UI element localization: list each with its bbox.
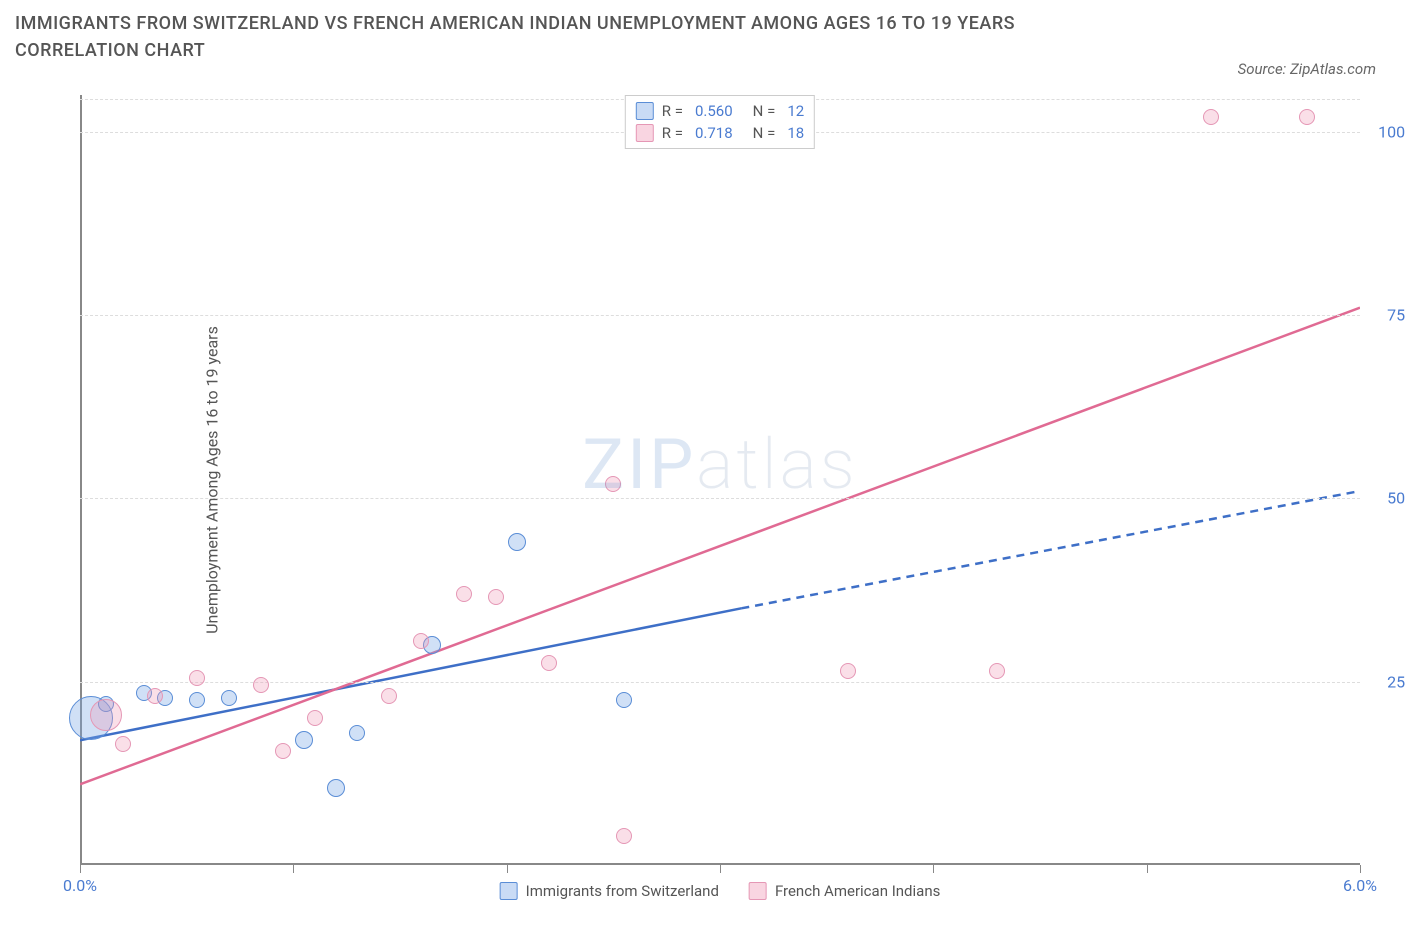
legend-series-item: Immigrants from Switzerland — [500, 882, 719, 900]
x-tick — [293, 865, 294, 873]
y-tick-label: 75.0% — [1370, 306, 1406, 325]
data-point[interactable] — [488, 589, 504, 605]
data-point[interactable] — [541, 655, 557, 671]
data-point[interactable] — [147, 688, 163, 704]
source-attribution: Source: ZipAtlas.com — [1238, 60, 1376, 78]
trend-lines — [80, 95, 1360, 865]
x-tick — [720, 865, 721, 873]
gridline-h — [80, 682, 1360, 683]
legend-n-value: 18 — [787, 124, 804, 142]
plot-area: ZIPatlas R =0.560N =12R =0.718N =18 Immi… — [80, 95, 1360, 865]
y-tick-label: 25.0% — [1370, 672, 1406, 691]
chart-title: IMMIGRANTS FROM SWITZERLAND VS FRENCH AM… — [15, 10, 1115, 64]
legend-series-label: Immigrants from Switzerland — [526, 882, 719, 900]
x-tick — [933, 865, 934, 873]
chart-container: Unemployment Among Ages 16 to 19 years Z… — [50, 95, 1370, 865]
trend-line-dashed — [741, 491, 1360, 608]
gridline-h — [80, 315, 1360, 316]
data-point[interactable] — [616, 692, 632, 708]
legend-stats-row: R = 0.718 N = 18 — [636, 122, 804, 144]
data-point[interactable] — [840, 663, 856, 679]
legend-r-label: R = — [662, 124, 683, 142]
legend-n-value: 12 — [787, 102, 804, 120]
x-tick — [507, 865, 508, 873]
data-point[interactable] — [349, 725, 365, 741]
x-tick-label: 6.0% — [1343, 876, 1377, 895]
x-tick — [1360, 865, 1361, 873]
legend-r-value: 0.560 — [695, 102, 733, 120]
legend-series: Immigrants from Switzerland French Americ… — [500, 882, 941, 900]
legend-stats: R = 0.560 N = 12 R = 0.718 N = 18 — [625, 95, 815, 149]
legend-swatch — [500, 882, 518, 900]
gridline-h — [80, 498, 1360, 499]
legend-swatch — [749, 882, 767, 900]
data-point[interactable] — [616, 828, 632, 844]
y-tick-label: 50.0% — [1370, 489, 1406, 508]
legend-r-label: R = — [662, 102, 683, 120]
legend-n-label: N = — [753, 124, 776, 142]
data-point[interactable] — [1203, 109, 1219, 125]
data-point[interactable] — [221, 690, 237, 706]
data-point[interactable] — [413, 633, 429, 649]
data-point[interactable] — [307, 710, 323, 726]
data-point[interactable] — [189, 670, 205, 686]
data-point[interactable] — [295, 731, 313, 749]
data-point[interactable] — [989, 663, 1005, 679]
data-point[interactable] — [253, 677, 269, 693]
legend-series-label: French American Indians — [775, 882, 940, 900]
y-axis-line — [80, 95, 82, 865]
legend-r-value: 0.718 — [695, 124, 733, 142]
watermark: ZIPatlas — [582, 424, 858, 506]
legend-swatch — [636, 124, 654, 142]
legend-n-label: N = — [753, 102, 776, 120]
y-tick-label: 100.0% — [1370, 122, 1406, 141]
data-point[interactable] — [189, 692, 205, 708]
x-tick — [80, 865, 81, 873]
data-point[interactable] — [456, 586, 472, 602]
trend-line-solid — [80, 308, 1360, 785]
trend-line-solid — [80, 608, 741, 740]
data-point[interactable] — [605, 476, 621, 492]
data-point[interactable] — [90, 699, 122, 731]
data-point[interactable] — [381, 688, 397, 704]
legend-series-item: French American Indians — [749, 882, 940, 900]
data-point[interactable] — [115, 736, 131, 752]
data-point[interactable] — [1299, 109, 1315, 125]
data-point[interactable] — [327, 779, 345, 797]
x-tick — [1147, 865, 1148, 873]
legend-swatch — [636, 102, 654, 120]
x-tick-label: 0.0% — [63, 876, 97, 895]
data-point[interactable] — [275, 743, 291, 759]
data-point[interactable] — [508, 533, 526, 551]
legend-stats-row: R = 0.560 N = 12 — [636, 100, 804, 122]
